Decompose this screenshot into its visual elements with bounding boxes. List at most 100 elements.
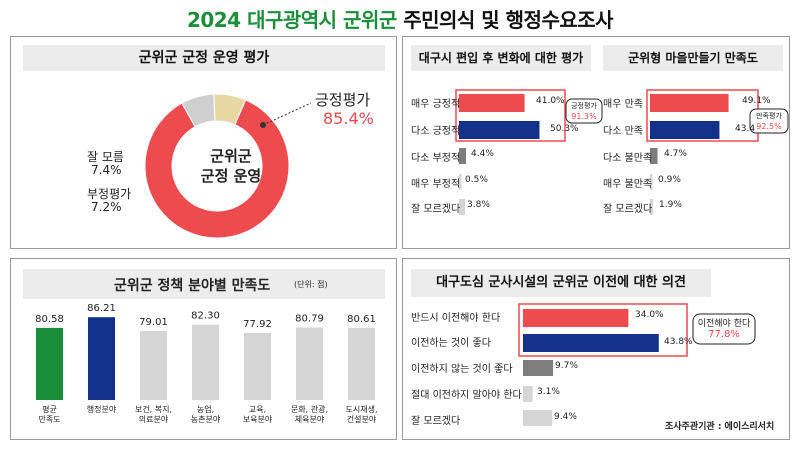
merge-row-value: 0.5% [465, 175, 488, 185]
policy-bar-label: 만족도 [38, 415, 60, 424]
merge-bar [459, 94, 525, 112]
policy-bar-value: 77.92 [243, 319, 272, 330]
pair-bar-charts [455, 89, 789, 215]
policy-bar-label: 의료분야 [139, 414, 169, 424]
policy-bar [192, 324, 219, 400]
relocation-row-value: 3.1% [537, 387, 560, 397]
policy-header-title: 군위군 정책 분야별 만족도 [114, 278, 271, 294]
village-row-value: 0.9% [658, 175, 681, 185]
panel-evaluation-pair: 대구시 편입 후 변화에 대한 평가 군위형 마을만들기 만족도 매우 긍정적 … [402, 36, 790, 249]
policy-bar-label: 행정분야 [87, 404, 117, 414]
relocation-bar [523, 410, 553, 426]
policy-bar-value: 82.30 [191, 311, 220, 322]
merge-row-label: 매우 긍정적 [411, 99, 461, 110]
policy-bar [140, 330, 167, 400]
merge-row-label: 다소 긍정적 [411, 126, 461, 137]
panel-governance-header: 군위군 군정 운영 평가 [23, 45, 385, 71]
merge-row-value: 3.8% [467, 200, 490, 210]
title-rest: 주민의식 및 행정수요조사 [403, 8, 614, 32]
relocation-bar [523, 360, 554, 376]
merge-row-value: 50.3% [550, 124, 579, 134]
village-callout-label: 만족평가 [756, 112, 782, 120]
merge-row-value: 4.4% [471, 149, 494, 159]
policy-bar-label: 체육분야 [295, 414, 325, 424]
policy-bar-value: 80.61 [347, 314, 376, 325]
merge-callout-value: 91.3% [571, 112, 597, 121]
policy-bar-label: 교육, [249, 405, 266, 414]
title-year: 2024 [186, 8, 241, 32]
donut-slice-positive [144, 99, 290, 239]
policy-bar [348, 327, 375, 400]
village-row-label: 매우 불만족 [603, 179, 653, 190]
positive-value: 85.4% [323, 109, 374, 128]
village-row-value: 43.4 [735, 124, 756, 134]
village-bar [650, 199, 654, 215]
relocation-bar [523, 386, 533, 402]
positive-label: 긍정평가 [315, 91, 371, 109]
relocation-callout-bubble [692, 313, 756, 345]
relocation-row-value: 34.0% [635, 310, 664, 320]
policy-bar-value: 80.58 [35, 314, 64, 325]
positive-leader-dot [260, 122, 266, 128]
relocation-highlight-box [518, 303, 688, 357]
relocation-row-label: 잘 모르겠다 [411, 416, 461, 427]
policy-bar-label: 문화, 관광, [291, 404, 328, 414]
policy-bar-label: 도시재생, [346, 404, 378, 414]
policy-bar-label: 평균 [42, 404, 57, 414]
merge-bar [459, 148, 467, 164]
relocation-row-label: 이전하는 것이 좋다 [411, 338, 491, 349]
village-bar [650, 121, 720, 139]
village-row-value: 4.7% [664, 149, 687, 159]
policy-bar [296, 327, 323, 400]
merge-row-label: 다소 부정적 [411, 153, 461, 164]
policy-bar-label: 보건, 복지, [135, 404, 172, 414]
donut-center-line2: 군정 운영 [200, 167, 262, 185]
merge-callout-label: 긍정평가 [571, 102, 597, 110]
village-row-label: 다소 불만족 [603, 153, 653, 164]
relocation-row-value: 9.7% [555, 361, 578, 371]
panel-military-relocation: 대구도심 군사시설의 군위군 이전에 대한 의견 반드시 이전해야 한다 이전하… [402, 258, 790, 440]
merge-highlight-box [455, 89, 566, 142]
village-bar [650, 148, 658, 164]
unknown-label: 잘 모름 [87, 150, 124, 164]
merge-row-value: 41.0% [536, 96, 565, 106]
panel-village-header: 군위형 마을만들기 만족도 [603, 45, 783, 71]
policy-bar-label: 농촌분야 [191, 414, 221, 424]
panel-policy-satisfaction: 군위군 정책 분야별 만족도 (단위: 점) 80.58 평균 만족도 86.21 행정… [10, 258, 397, 440]
relocation-callout-label: 이전해야 한다 [697, 319, 751, 329]
policy-bar-value: 79.01 [139, 317, 168, 328]
merge-bar [459, 199, 466, 215]
panel-policy-header [23, 269, 385, 299]
merge-row-label: 잘 모르겠다 [411, 204, 461, 215]
policy-bar [36, 327, 63, 400]
unknown-value: 7.4% [91, 163, 122, 177]
village-callout-bubble [749, 108, 789, 134]
source-note: 조사주관기관 : 에이스리서치 [665, 422, 775, 432]
relocation-row-label: 반드시 이전해야 한다 [411, 313, 501, 324]
title-place: 대구광역시 군위군 [247, 8, 397, 32]
relocation-row-label: 절대 이전하지 말아야 한다 [411, 390, 522, 401]
negative-value: 7.2% [91, 200, 122, 214]
village-bar [650, 174, 653, 190]
relocation-row-value: 9.4% [554, 412, 577, 422]
policy-bar [244, 332, 271, 400]
policy-unit: (단위: 점) [294, 280, 328, 289]
village-row-value: 1.9% [659, 200, 682, 210]
merge-callout-bubble [565, 98, 603, 124]
donut-slice-negative [213, 93, 247, 126]
relocation-bar [523, 334, 659, 352]
donut-center-line1: 군위군 [210, 147, 252, 165]
relocation-bar-chart [518, 303, 756, 426]
relocation-bar [523, 309, 629, 327]
merge-row-label: 매우 부정적 [411, 179, 461, 190]
village-callout-value: 92.5% [756, 122, 782, 131]
village-row-value: 49.1% [742, 96, 771, 106]
policy-bar-value: 80.79 [295, 313, 324, 324]
relocation-row-value: 43.8% [664, 337, 693, 347]
merge-bar [459, 174, 462, 190]
policy-bar-label: 농업, [197, 405, 214, 414]
donut-chart [144, 93, 312, 239]
village-row-label: 잘 모르겠다 [603, 204, 653, 215]
merge-bar [459, 121, 540, 139]
